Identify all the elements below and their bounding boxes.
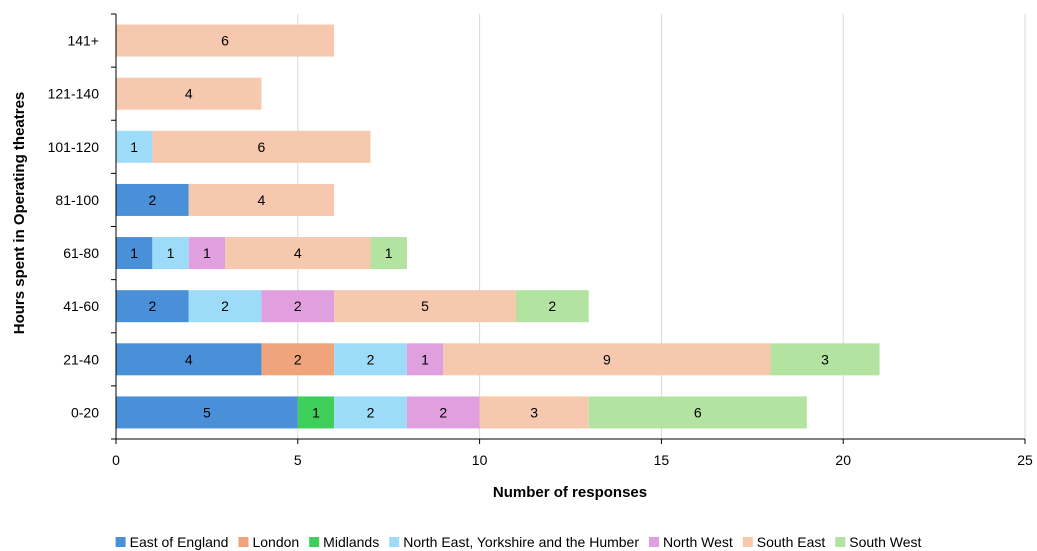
x-tick-label: 10	[472, 452, 488, 468]
bar-segment	[261, 290, 335, 323]
legend-item: North East, Yorkshire and the Humber	[389, 534, 639, 550]
bars-group: 5 1 2 2 3 6 4 2 2 1 9 3 2 2 2 5 2 1 1 1 4 1 2 4 1 6 4 6	[116, 24, 880, 429]
y-tick-label: 61-80	[63, 245, 99, 261]
data-label: 2	[367, 404, 375, 420]
y-tick-label: 21-40	[63, 351, 99, 367]
x-tick-label: 15	[654, 452, 670, 468]
bar-segment	[116, 77, 262, 110]
bar-segment	[152, 130, 371, 163]
y-axis-title: Hours spent in Operating theatres	[11, 92, 28, 335]
data-label: 4	[294, 245, 302, 261]
bar-segment	[225, 237, 371, 270]
data-label: 2	[439, 404, 447, 420]
legend-swatch	[835, 537, 846, 547]
bar-segment	[297, 396, 335, 429]
y-tick-label: 141+	[67, 33, 99, 49]
data-label: 5	[421, 298, 429, 314]
x-tick-label: 25	[1017, 452, 1033, 468]
data-label: 1	[385, 245, 393, 261]
legend-label: South East	[757, 534, 826, 550]
legend-label: North West	[663, 534, 733, 550]
data-label: 2	[367, 351, 375, 367]
legend-item: Midlands	[309, 534, 379, 550]
legend-item: South East	[742, 534, 826, 550]
data-label: 4	[185, 86, 193, 102]
data-label: 1	[312, 404, 320, 420]
data-label: 2	[148, 298, 156, 314]
legend-label: London	[252, 534, 299, 550]
data-label: 2	[294, 351, 302, 367]
data-label: 2	[221, 298, 229, 314]
x-axis-title: Number of responses	[493, 484, 647, 501]
bar-segment	[334, 290, 516, 323]
data-label: 4	[185, 351, 193, 367]
legend-label: South West	[849, 534, 921, 550]
data-label: 2	[294, 298, 302, 314]
data-label: 1	[130, 245, 138, 261]
bar-segment	[116, 237, 153, 270]
data-label: 6	[258, 139, 266, 155]
x-tick-label: 0	[112, 452, 120, 468]
legend-item: East of England	[115, 534, 229, 550]
bar-segment	[588, 396, 807, 429]
legend-item: South West	[835, 534, 921, 550]
bar-segment	[152, 237, 189, 270]
x-tick-label: 5	[294, 452, 302, 468]
data-label: 1	[421, 351, 429, 367]
bar-segment	[261, 343, 335, 376]
legend: East of England London Midlands North East,…	[115, 534, 921, 550]
data-label: 3	[530, 404, 538, 420]
data-label: 2	[148, 192, 156, 208]
bar-segment	[116, 24, 335, 57]
bar-segment	[443, 343, 771, 376]
bar-segment	[188, 237, 226, 270]
bar-segment	[116, 343, 262, 376]
legend-label: North East, Yorkshire and the Humber	[403, 534, 639, 550]
legend-label: Midlands	[323, 534, 379, 550]
data-label: 1	[130, 139, 138, 155]
y-tick-label: 41-60	[63, 298, 99, 314]
legend-swatch	[309, 537, 320, 547]
bar-segment	[515, 290, 589, 323]
axes-group: 0 5 10 15 20 250-2021-4041-6061-8081-100101-1…	[48, 13, 1033, 468]
legend-item: London	[238, 534, 299, 550]
data-label: 1	[167, 245, 175, 261]
data-label: 9	[603, 351, 611, 367]
y-tick-label: 101-120	[48, 139, 100, 155]
y-tick-label: 81-100	[55, 192, 99, 208]
data-label: 5	[203, 404, 211, 420]
bar-segment	[188, 183, 335, 216]
data-label: 1	[203, 245, 211, 261]
data-label: 6	[221, 33, 229, 49]
bar-segment	[406, 343, 444, 376]
legend-swatch	[742, 537, 753, 547]
bar-segment	[116, 290, 189, 323]
legend-swatch	[115, 537, 126, 547]
bar-segment	[334, 396, 407, 429]
bar-segment	[116, 396, 298, 429]
y-tick-label: 0-20	[71, 404, 99, 420]
bar-segment	[479, 396, 589, 429]
x-tick-label: 20	[835, 452, 851, 468]
bar-segment	[116, 130, 153, 163]
bar-segment	[334, 343, 407, 376]
bar-segment	[770, 343, 880, 376]
data-label: 2	[548, 298, 556, 314]
legend-item: North West	[649, 534, 733, 550]
data-label: 3	[821, 351, 829, 367]
y-tick-label: 121-140	[48, 86, 100, 102]
data-label: 6	[694, 404, 702, 420]
bar-segment	[370, 237, 407, 270]
legend-swatch	[238, 537, 249, 547]
data-label: 4	[258, 192, 266, 208]
bar-segment	[406, 396, 480, 429]
legend-swatch	[649, 537, 660, 547]
legend-swatch	[389, 537, 400, 547]
bar-segment	[188, 290, 262, 323]
legend-label: East of England	[130, 534, 229, 550]
bar-segment	[116, 183, 189, 216]
